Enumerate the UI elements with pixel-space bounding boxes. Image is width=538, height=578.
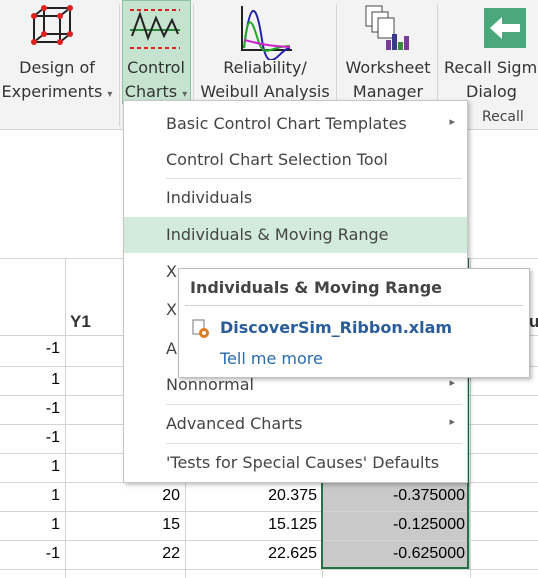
tooltip-file: DiscoverSim_Ribbon.xlam	[220, 318, 453, 337]
menu-item-text: Basic Control Chart Templates	[166, 114, 407, 133]
cell: -1	[45, 400, 60, 417]
grid-col-line	[65, 258, 66, 578]
ribbon-button[interactable]: Worksheet Manager	[338, 56, 438, 104]
cell: 1	[51, 516, 60, 533]
cell: -1	[45, 545, 60, 562]
tooltip-title: Individuals & Moving Range	[190, 278, 442, 297]
menu-item-text: Control Chart Selection Tool	[166, 150, 388, 169]
selected-cell-bg	[322, 482, 470, 511]
menu-separator	[166, 443, 462, 444]
cell: 15	[162, 516, 180, 533]
recall-icon	[484, 8, 526, 48]
tooltip-link[interactable]: Tell me more	[220, 349, 323, 368]
submenu-arrow: ▸	[449, 115, 455, 128]
separator	[437, 4, 438, 126]
tooltip: Individuals & Moving Range DiscoverSim_R…	[178, 268, 530, 378]
cell: 1	[51, 487, 60, 504]
menu-item-text: Individuals	[166, 188, 253, 207]
button-label: Design of	[19, 58, 95, 77]
file-icon	[192, 319, 209, 338]
menu-item-text: Individuals & Moving Range	[166, 225, 389, 244]
cell: 20.375	[268, 487, 317, 504]
button-label: Experiments ▾	[0, 80, 114, 107]
cell: 22	[162, 545, 180, 562]
selected-cell-bg	[322, 511, 470, 540]
menu-separator	[166, 178, 462, 179]
doe-icon	[31, 5, 73, 45]
cell: 22.625	[268, 545, 317, 562]
selected-cell-bg	[322, 540, 470, 569]
separator	[336, 4, 337, 126]
menu-item-text: 'Tests for Special Causes' Defaults	[166, 453, 440, 472]
button-label: Dialog	[466, 82, 517, 101]
menu-item[interactable]: A	[124, 331, 467, 367]
cell: 1	[51, 458, 60, 475]
cell: -0.125000	[392, 516, 465, 533]
worksheet-icon	[365, 5, 409, 50]
button-label-text: Experiments	[1, 82, 103, 101]
button-label: Manager	[352, 82, 424, 101]
ribbon-icons	[31, 5, 526, 60]
menu-item[interactable]: X	[124, 292, 467, 328]
menu-item[interactable]: Basic Control Chart Templates ▸	[124, 106, 467, 142]
cell: -1	[45, 340, 60, 357]
ribbon-button[interactable]: Recall Sigma Dialog	[440, 56, 538, 104]
button-label: Reliability/	[223, 58, 307, 77]
grid-row-line	[0, 540, 538, 541]
button-label: Charts ▾	[122, 80, 190, 107]
reliability-icon	[241, 6, 292, 60]
menu-item[interactable]: Control Chart Selection Tool	[124, 142, 467, 178]
menu-item[interactable]: 'Tests for Special Causes' Defaults	[124, 445, 467, 481]
header-cell: u	[529, 312, 538, 331]
cell: 20	[162, 487, 180, 504]
menu-item-text: A	[166, 339, 177, 358]
button-label: Weibull Analysis	[200, 82, 330, 101]
dropdown-arrow: ▾	[107, 89, 113, 100]
cell: -0.375000	[392, 487, 465, 504]
ribbon-button[interactable]: Design of Experiments ▾	[0, 56, 114, 107]
menu-item-text: X	[166, 262, 177, 281]
menu-item[interactable]: Nonnormal ▸	[124, 367, 467, 403]
ribbon-button[interactable]: Control Charts ▾	[122, 56, 190, 107]
button-label: Worksheet	[345, 58, 431, 77]
cell: -0.625000	[392, 545, 465, 562]
tooltip-separator	[185, 305, 523, 306]
grid-row-line	[0, 511, 538, 512]
menu-item[interactable]: Advanced Charts ▸	[124, 406, 467, 442]
dropdown-arrow: ▾	[182, 89, 188, 100]
submenu-arrow: ▸	[449, 415, 455, 428]
button-label: Recall Sigma	[444, 58, 538, 77]
grid-row-line	[0, 569, 538, 570]
header-cell: Y1	[70, 312, 91, 331]
group-label: Recall	[482, 109, 524, 125]
cell: 15.125	[268, 516, 317, 533]
menu-item[interactable]: Individuals & Moving Range	[124, 217, 467, 253]
menu-item[interactable]: Individuals	[124, 180, 467, 216]
ribbon-button[interactable]: Reliability/Weibull Analysis	[194, 56, 336, 104]
submenu-arrow: ▸	[449, 376, 455, 389]
menu-item-text: X	[166, 300, 177, 319]
control-chart-icon	[130, 9, 180, 49]
menu-separator	[166, 404, 462, 405]
menu-item[interactable]: X	[124, 254, 467, 290]
menu-item-text: Advanced Charts	[166, 414, 303, 433]
button-label-text: Charts	[124, 82, 178, 101]
cell: -1	[45, 429, 60, 446]
cell: 1	[51, 371, 60, 388]
separator	[119, 4, 120, 126]
menu-item-text: Nonnormal	[166, 375, 254, 394]
grid-col-line	[470, 258, 471, 578]
button-label: Control	[127, 58, 185, 77]
separator	[193, 4, 194, 126]
